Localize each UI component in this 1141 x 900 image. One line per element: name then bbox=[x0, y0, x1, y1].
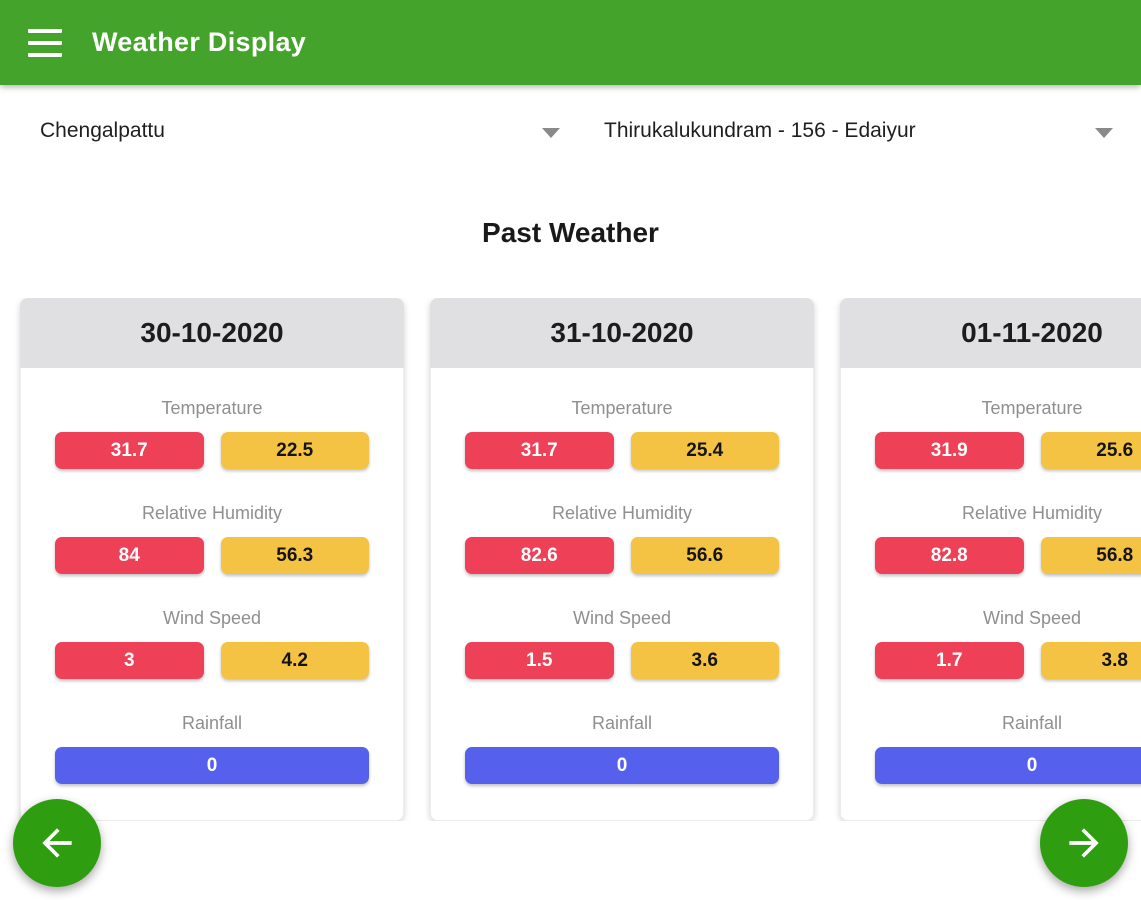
min-value-pill: 3.6 bbox=[630, 642, 779, 679]
chevron-down-icon bbox=[1095, 128, 1113, 138]
metric-label: Relative Humidity bbox=[551, 503, 693, 523]
metric-humidity: Relative Humidity 82.8 56.8 bbox=[875, 503, 1141, 574]
metric-label: Temperature bbox=[161, 398, 263, 418]
metric-label: Rainfall bbox=[591, 713, 653, 733]
card-date: 01-11-2020 bbox=[840, 298, 1141, 368]
metric-temperature: Temperature 31.9 25.6 bbox=[875, 398, 1141, 469]
rainfall-value-bar: 0 bbox=[55, 747, 369, 784]
min-value-pill: 4.2 bbox=[220, 642, 369, 679]
metric-rainfall: Rainfall 0 bbox=[875, 713, 1141, 784]
metric-label: Relative Humidity bbox=[961, 503, 1103, 523]
district-dropdown[interactable]: Chengalpattu bbox=[40, 119, 560, 143]
previous-day-button[interactable] bbox=[13, 799, 101, 887]
max-value-pill: 31.7 bbox=[55, 432, 204, 469]
app-bar: Weather Display bbox=[0, 0, 1141, 85]
min-value-pill: 22.5 bbox=[220, 432, 369, 469]
weather-card: 30-10-2020 Temperature 31.7 22.5 Relativ… bbox=[20, 298, 404, 821]
station-dropdown[interactable]: Thirukalukundram - 156 - Edaiyur bbox=[560, 119, 1113, 143]
max-value-pill: 1.5 bbox=[465, 642, 614, 679]
menu-icon[interactable] bbox=[28, 28, 62, 57]
filter-row: Chengalpattu Thirukalukundram - 156 - Ed… bbox=[0, 85, 1141, 177]
min-value-pill: 3.8 bbox=[1040, 642, 1141, 679]
next-day-button[interactable] bbox=[1040, 799, 1128, 887]
district-dropdown-value: Chengalpattu bbox=[40, 119, 165, 142]
arrow-left-icon bbox=[42, 828, 72, 858]
max-value-pill: 84 bbox=[55, 537, 204, 574]
arrow-right-icon bbox=[1069, 828, 1099, 858]
min-value-pill: 56.3 bbox=[220, 537, 369, 574]
card-body: Temperature 31.7 22.5 Relative Humidity … bbox=[20, 368, 404, 821]
rainfall-value-bar: 0 bbox=[875, 747, 1141, 784]
max-value-pill: 31.7 bbox=[465, 432, 614, 469]
chevron-down-icon bbox=[542, 128, 560, 138]
card-date: 31-10-2020 bbox=[430, 298, 814, 368]
weather-card: 01-11-2020 Temperature 31.9 25.6 Relativ… bbox=[840, 298, 1141, 821]
card-body: Temperature 31.7 25.4 Relative Humidity … bbox=[430, 368, 814, 821]
metric-label: Wind Speed bbox=[572, 608, 672, 628]
metric-wind-speed: Wind Speed 3 4.2 bbox=[55, 608, 369, 679]
metric-label: Temperature bbox=[571, 398, 673, 418]
metric-temperature: Temperature 31.7 22.5 bbox=[55, 398, 369, 469]
metric-temperature: Temperature 31.7 25.4 bbox=[465, 398, 779, 469]
station-dropdown-value: Thirukalukundram - 156 - Edaiyur bbox=[604, 119, 916, 142]
metric-label: Wind Speed bbox=[162, 608, 262, 628]
weather-card: 31-10-2020 Temperature 31.7 25.4 Relativ… bbox=[430, 298, 814, 821]
metric-humidity: Relative Humidity 82.6 56.6 bbox=[465, 503, 779, 574]
min-value-pill: 25.6 bbox=[1040, 432, 1141, 469]
rainfall-value-bar: 0 bbox=[465, 747, 779, 784]
page-title: Past Weather bbox=[482, 217, 659, 248]
min-value-pill: 25.4 bbox=[630, 432, 779, 469]
weather-cards-row: 30-10-2020 Temperature 31.7 22.5 Relativ… bbox=[0, 298, 1141, 821]
min-value-pill: 56.6 bbox=[630, 537, 779, 574]
metric-label: Rainfall bbox=[1001, 713, 1063, 733]
card-body: Temperature 31.9 25.6 Relative Humidity … bbox=[840, 368, 1141, 821]
metric-wind-speed: Wind Speed 1.7 3.8 bbox=[875, 608, 1141, 679]
app-title: Weather Display bbox=[92, 27, 307, 57]
metric-label: Wind Speed bbox=[982, 608, 1082, 628]
min-value-pill: 56.8 bbox=[1040, 537, 1141, 574]
metric-rainfall: Rainfall 0 bbox=[465, 713, 779, 784]
max-value-pill: 82.8 bbox=[875, 537, 1024, 574]
max-value-pill: 31.9 bbox=[875, 432, 1024, 469]
metric-humidity: Relative Humidity 84 56.3 bbox=[55, 503, 369, 574]
metric-wind-speed: Wind Speed 1.5 3.6 bbox=[465, 608, 779, 679]
metric-label: Relative Humidity bbox=[141, 503, 283, 523]
max-value-pill: 1.7 bbox=[875, 642, 1024, 679]
metric-rainfall: Rainfall 0 bbox=[55, 713, 369, 784]
max-value-pill: 82.6 bbox=[465, 537, 614, 574]
metric-label: Rainfall bbox=[181, 713, 243, 733]
metric-label: Temperature bbox=[981, 398, 1083, 418]
card-date: 30-10-2020 bbox=[20, 298, 404, 368]
max-value-pill: 3 bbox=[55, 642, 204, 679]
